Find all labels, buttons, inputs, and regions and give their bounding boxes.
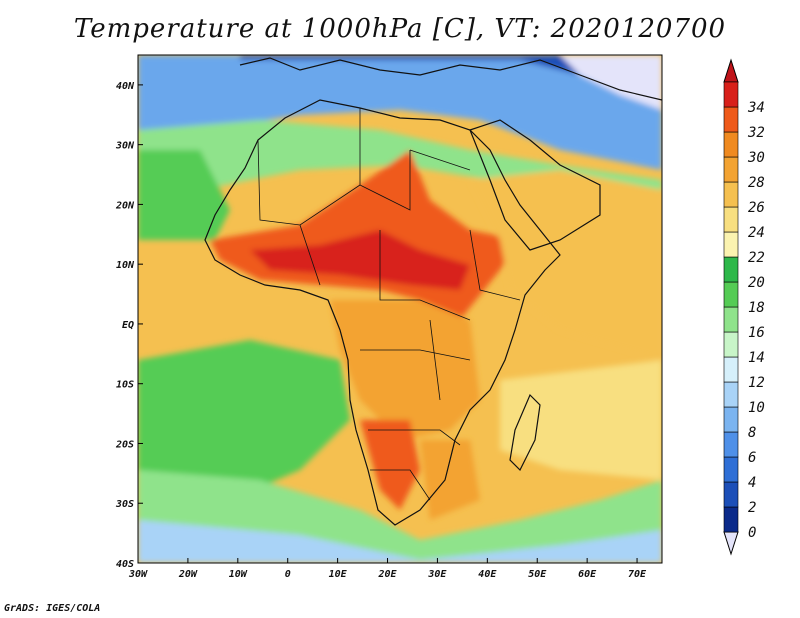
colorbar-segment [723,106,739,133]
colorbar-label: 10 [748,400,765,416]
colorbar-segment [723,481,739,508]
madagascar-coastline [509,393,541,472]
colorbar-segment [723,281,739,308]
lon-tick-label: 20E [377,569,397,580]
lon-tick-label: 30E [427,569,447,580]
colorbar-label: 6 [748,450,756,466]
colorbar-segment [723,181,739,208]
lon-tick-label: 0 [285,569,291,580]
colorbar-segment [723,431,739,458]
lon-tick-label: 70E [628,569,647,580]
lon-tick-label: 60E [578,569,597,580]
colorbar-segment [723,256,739,283]
lat-tick-label: EQ [122,320,134,331]
country-borders [257,108,521,501]
colorbar-segment [723,331,739,358]
lon-tick-label: 40E [478,569,497,580]
longitude-axis: 30W 20W 10W 0 10E 20E 30E 40E 50E 60E 70E [128,558,647,580]
colorbar-segment [723,131,739,158]
colorbar-segment [723,231,739,258]
plot-frame [137,54,663,564]
lat-tick-label: 10S [116,380,134,391]
latitude-axis: 40N 30N 20N 10N EQ 10S 20S 30S 40S [115,81,143,570]
colorbar-label: 28 [748,175,765,191]
colorbar-label: 24 [748,225,765,241]
lat-tick-label: 10N [116,260,135,271]
lat-tick-label: 20N [115,200,135,211]
colorbar-segment [723,156,739,183]
lon-tick-label: 10E [329,569,348,580]
colorbar-label: 8 [748,425,756,441]
lon-tick-label: 20W [178,569,198,580]
colorbar-label: 30 [747,150,765,166]
colorbar-label: 4 [748,475,756,491]
lon-tick-label: 30W [128,569,148,580]
colorbar-label: 14 [748,350,765,366]
colorbar-label: 22 [748,250,765,266]
lat-tick-label: 20S [115,439,134,450]
colorbar-over-arrow [723,58,739,83]
europe-coastline [239,57,662,101]
lat-tick-label: 40N [116,81,135,92]
colorbar-label: 20 [748,275,765,291]
colorbar-label: 18 [748,300,765,316]
arabia-coastline [469,119,601,251]
colorbar-label: 12 [748,375,765,391]
colorbar-segment [723,381,739,408]
colorbar-label: 2 [748,500,756,516]
lon-tick-label: 10W [229,569,248,580]
lat-tick-label: 30S [115,499,134,510]
colorbar-label: 32 [747,125,765,141]
colorbar-label: 34 [747,100,765,116]
colorbar-segment [723,81,739,108]
colorbar-segment [723,356,739,383]
colorbar-segment [723,506,739,533]
colorbar-segment [723,206,739,233]
lon-tick-label: 50E [528,569,547,580]
colorbar-segment [723,456,739,483]
africa-coastline [204,99,561,526]
credit-text: GrADS: IGES/COLA [4,603,101,614]
map-title: Temperature at 1000hPa [C], VT: 20201207… [73,14,727,44]
temperature-field [138,55,662,563]
colorbar-label: 16 [748,325,765,341]
lat-tick-label: 40S [116,559,134,570]
colorbar-under-arrow [723,531,739,556]
colorbar-label: 26 [748,200,765,216]
colorbar-segment [723,306,739,333]
colorbar-segment [723,406,739,433]
colorbar-label: 0 [748,525,756,541]
lat-tick-label: 30N [115,141,135,152]
